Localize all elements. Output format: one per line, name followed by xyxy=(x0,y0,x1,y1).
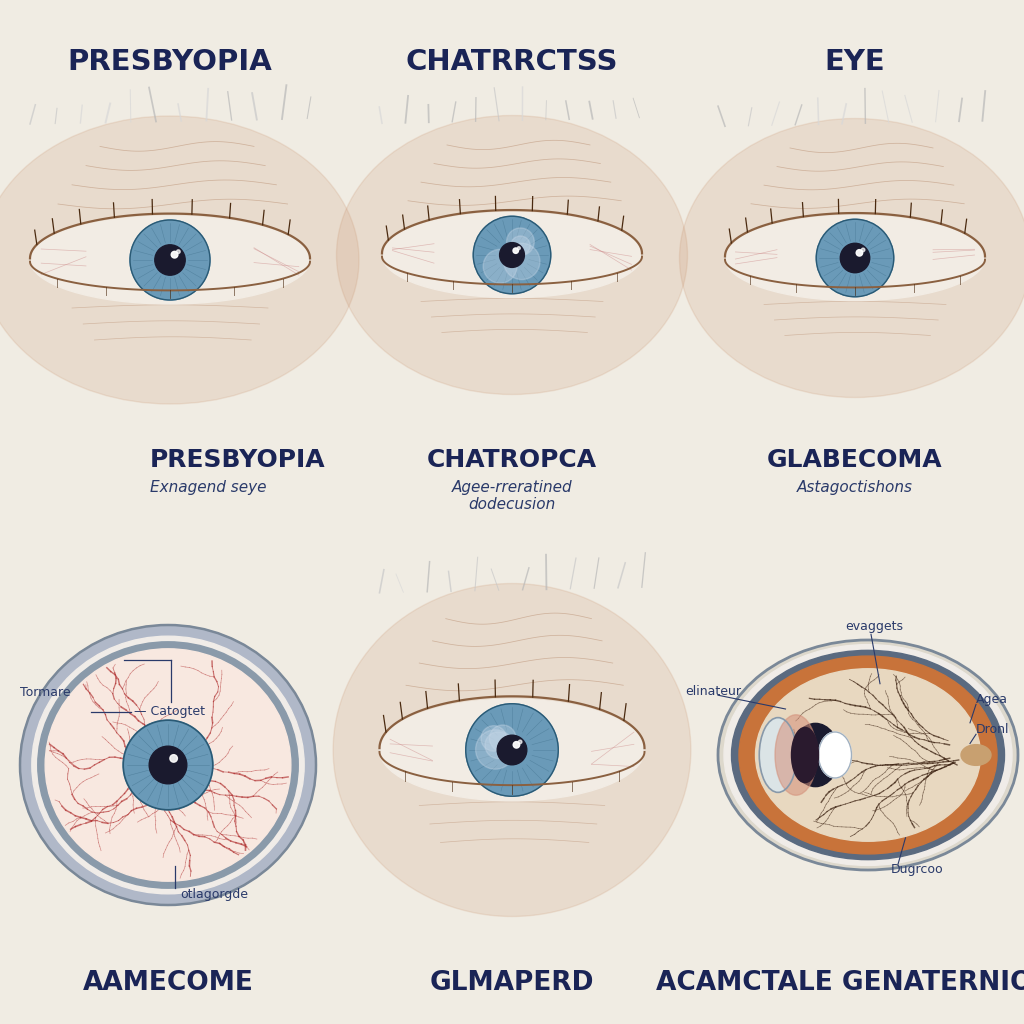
Text: GLABECOMA: GLABECOMA xyxy=(767,449,943,472)
Ellipse shape xyxy=(32,636,304,894)
Circle shape xyxy=(481,726,507,752)
Text: EYE: EYE xyxy=(824,48,886,76)
Ellipse shape xyxy=(718,640,1018,870)
Ellipse shape xyxy=(731,650,1005,860)
Ellipse shape xyxy=(45,649,291,882)
Text: otlagorgde: otlagorgde xyxy=(180,888,248,901)
Ellipse shape xyxy=(20,625,316,905)
Ellipse shape xyxy=(818,732,852,778)
Circle shape xyxy=(466,703,558,797)
Text: ACAMCTALE GENATERNION: ACAMCTALE GENATERNION xyxy=(655,970,1024,996)
Ellipse shape xyxy=(382,212,642,298)
Circle shape xyxy=(150,746,186,783)
Text: Exnagend seye: Exnagend seye xyxy=(150,480,266,495)
Text: Dronl: Dronl xyxy=(976,723,1010,736)
Circle shape xyxy=(511,236,530,255)
Circle shape xyxy=(518,740,522,743)
Ellipse shape xyxy=(775,715,817,796)
Ellipse shape xyxy=(759,718,797,793)
Circle shape xyxy=(155,245,185,275)
Ellipse shape xyxy=(38,642,298,888)
Ellipse shape xyxy=(961,744,991,765)
Ellipse shape xyxy=(739,656,997,854)
Circle shape xyxy=(170,755,177,762)
Circle shape xyxy=(504,244,540,280)
Circle shape xyxy=(176,250,180,254)
Circle shape xyxy=(485,732,512,759)
Text: Agea: Agea xyxy=(976,693,1008,707)
Text: GLMAPERD: GLMAPERD xyxy=(430,970,594,996)
Ellipse shape xyxy=(792,727,818,782)
Text: PRESBYOPIA: PRESBYOPIA xyxy=(150,449,326,472)
Circle shape xyxy=(513,741,520,749)
Ellipse shape xyxy=(337,116,687,394)
Circle shape xyxy=(483,249,517,284)
Circle shape xyxy=(500,243,524,267)
Circle shape xyxy=(816,219,894,297)
Circle shape xyxy=(171,251,178,258)
Text: Agee-rreratined
dodecusion: Agee-rreratined dodecusion xyxy=(452,480,572,512)
Text: AAMECOME: AAMECOME xyxy=(83,970,253,996)
Circle shape xyxy=(498,735,526,765)
Circle shape xyxy=(473,216,551,294)
Ellipse shape xyxy=(333,584,691,916)
Text: CHATRRCTSS: CHATRRCTSS xyxy=(406,48,618,76)
Circle shape xyxy=(513,248,518,253)
Ellipse shape xyxy=(680,119,1024,397)
Ellipse shape xyxy=(724,644,1012,865)
Circle shape xyxy=(517,247,520,250)
Ellipse shape xyxy=(792,723,840,786)
Circle shape xyxy=(507,228,535,256)
Circle shape xyxy=(123,720,213,810)
Ellipse shape xyxy=(756,669,981,842)
Text: Dugrcoo: Dugrcoo xyxy=(891,863,943,877)
Text: elinateur: elinateur xyxy=(685,685,741,698)
Ellipse shape xyxy=(380,699,644,801)
Ellipse shape xyxy=(30,216,310,304)
Circle shape xyxy=(489,725,516,752)
Circle shape xyxy=(861,248,865,252)
Ellipse shape xyxy=(0,116,359,404)
Text: Tormare: Tormare xyxy=(20,686,71,698)
Text: evaggets: evaggets xyxy=(846,620,903,633)
Circle shape xyxy=(475,730,515,769)
Ellipse shape xyxy=(725,215,985,301)
Circle shape xyxy=(841,244,869,272)
Text: Astagoctishons: Astagoctishons xyxy=(797,480,913,495)
Text: CHATROPCA: CHATROPCA xyxy=(427,449,597,472)
Circle shape xyxy=(856,250,862,256)
Text: PRESBYOPIA: PRESBYOPIA xyxy=(68,48,272,76)
Text: — Catogtet: — Catogtet xyxy=(134,706,205,718)
Circle shape xyxy=(130,220,210,300)
